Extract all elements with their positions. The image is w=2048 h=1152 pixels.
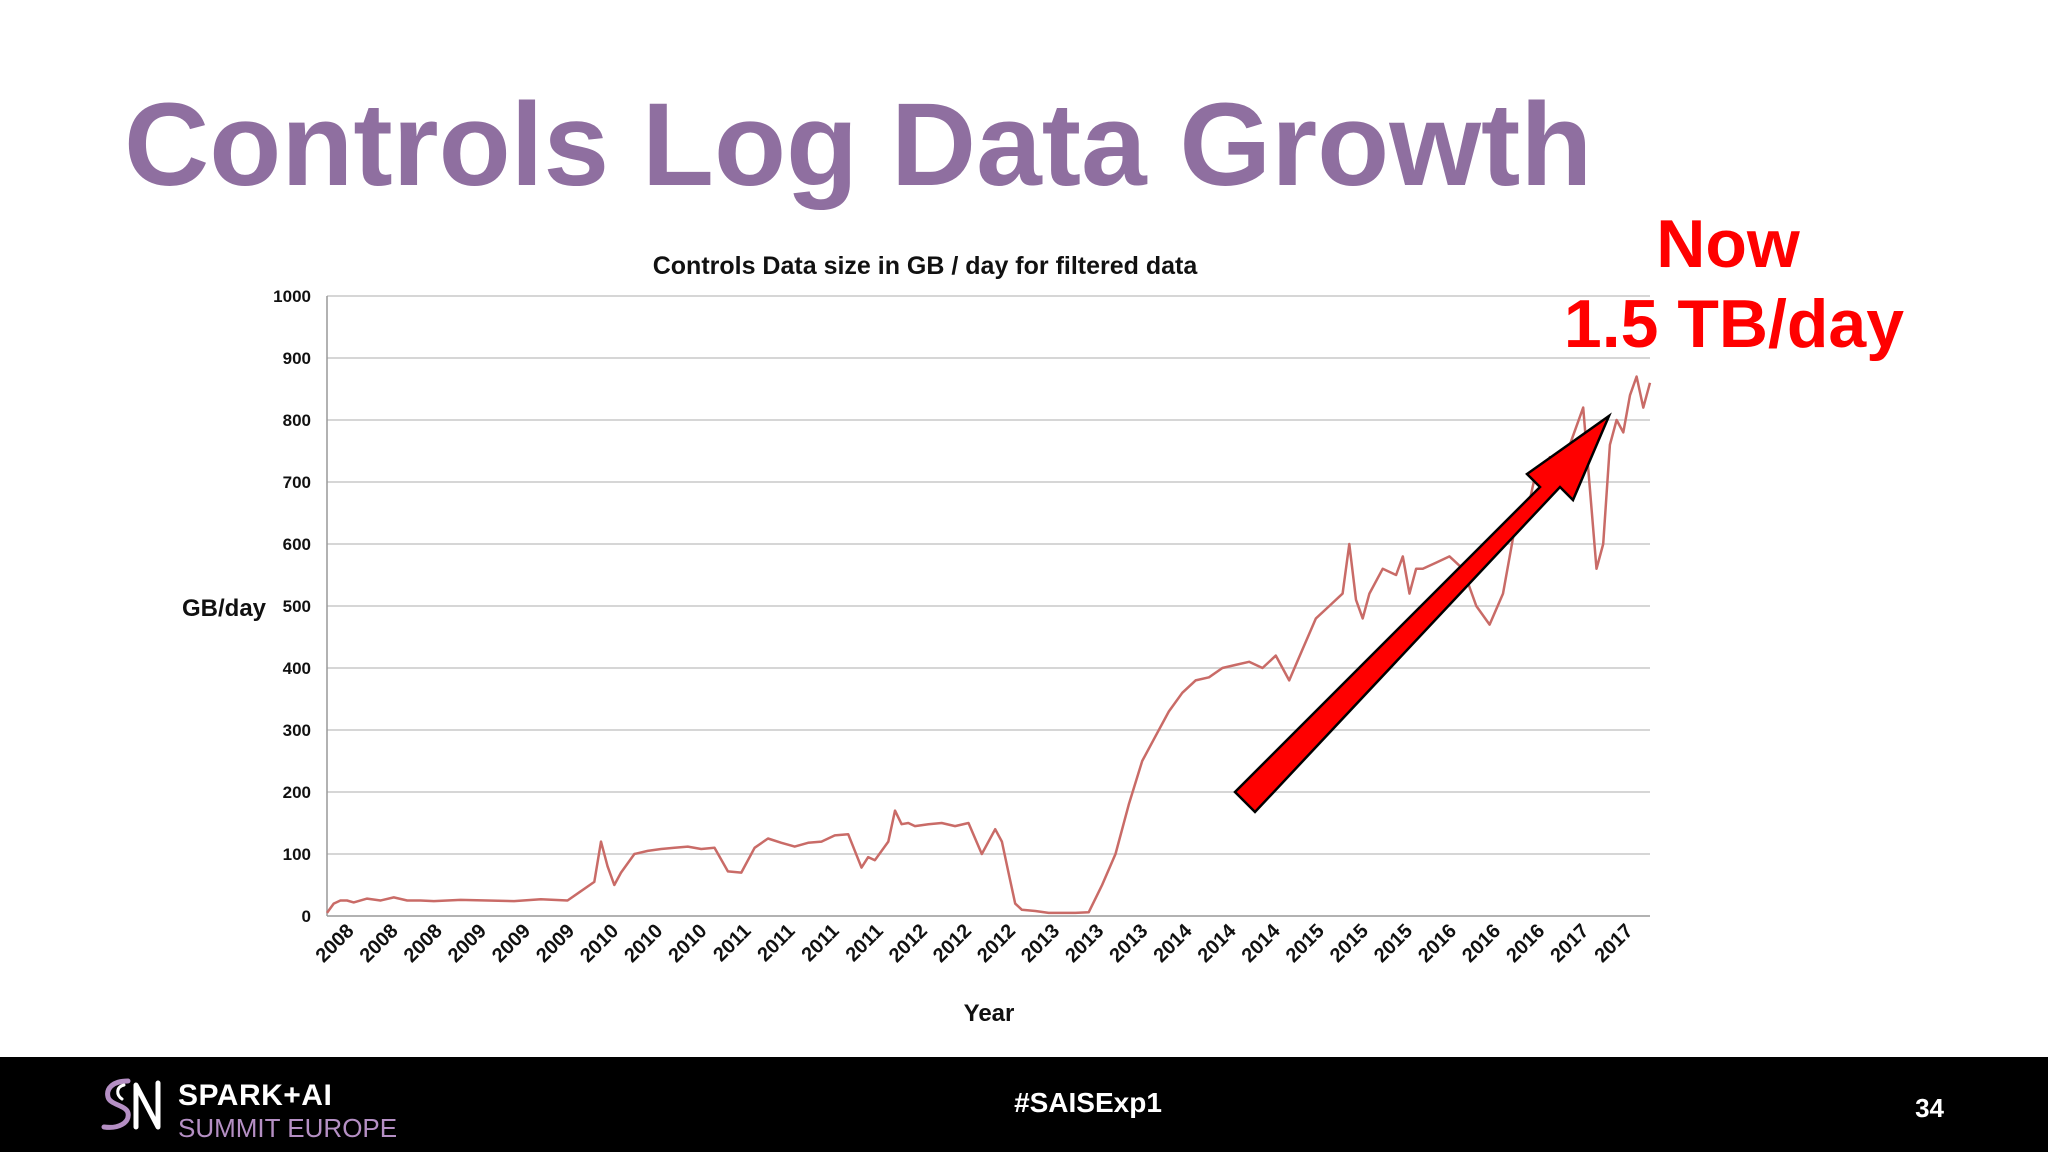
- spark-ai-logo-icon: [101, 1078, 161, 1130]
- y-tick-label: 1000: [273, 287, 311, 306]
- footer-hashtag: #SAISExp1: [1014, 1087, 1162, 1118]
- x-tick-label: 2012: [929, 920, 976, 967]
- y-tick-label: 300: [283, 721, 311, 740]
- footer-brand-name: SPARK+AI: [178, 1079, 333, 1112]
- x-tick-label: 2011: [842, 920, 888, 966]
- x-tick-label: 2010: [664, 920, 711, 967]
- x-tick-label: 2015: [1326, 920, 1373, 967]
- y-axis-label: GB/day: [182, 595, 267, 622]
- x-tick-label: 2010: [620, 920, 667, 967]
- x-tick-label: 2016: [1414, 920, 1461, 967]
- footer: SPARK+AI SUMMIT EUROPE #SAISExp1 34: [0, 1057, 2048, 1152]
- y-tick-label: 900: [283, 349, 311, 368]
- y-tick-label: 500: [283, 597, 311, 616]
- x-tick-label: 2014: [1149, 919, 1197, 967]
- x-tick-label: 2013: [1017, 920, 1064, 967]
- x-tick-label: 2011: [753, 920, 799, 966]
- y-tick-label: 100: [283, 845, 311, 864]
- y-grid: [327, 295, 1650, 855]
- x-tick-label: 2012: [973, 920, 1020, 967]
- y-tick-label: 700: [283, 473, 311, 492]
- callout-rate: 1.5 TB/day: [1563, 286, 1905, 362]
- y-tick-labels: 0 100 200 300 400 500 600 700 800 900 1000: [273, 287, 311, 926]
- x-tick-label: 2015: [1282, 920, 1329, 967]
- x-tick-label: 2008: [356, 920, 403, 967]
- x-tick-label: 2009: [532, 920, 579, 967]
- y-tick-label: 0: [302, 907, 311, 926]
- x-tick-label: 2010: [576, 920, 623, 967]
- x-tick-label: 2016: [1502, 920, 1549, 967]
- page-number: 34: [1915, 1093, 1944, 1123]
- callout-now: Now: [1656, 206, 1800, 282]
- x-tick-label: 2011: [709, 920, 755, 966]
- x-tick-label: 2014: [1238, 919, 1286, 967]
- footer-brand-subtitle: SUMMIT EUROPE: [178, 1113, 398, 1143]
- x-tick-label: 2017: [1590, 920, 1637, 967]
- slide-title: Controls Log Data Growth: [124, 79, 1593, 211]
- x-axis-label: Year: [964, 1000, 1015, 1027]
- series-line: [325, 375, 1652, 915]
- x-tick-label: 2017: [1546, 920, 1593, 967]
- x-tick-labels: 2008200820082009200920092010201020102011…: [312, 919, 1638, 967]
- chart-title: Controls Data size in GB / day for filte…: [653, 252, 1199, 280]
- x-tick-label: 2015: [1370, 920, 1417, 967]
- x-tick-label: 2009: [488, 920, 535, 967]
- x-tick-label: 2013: [1061, 920, 1108, 967]
- x-tick-label: 2013: [1105, 920, 1152, 967]
- x-tick-label: 2016: [1458, 920, 1505, 967]
- x-tick-label: 2012: [885, 920, 932, 967]
- y-tick-label: 800: [283, 411, 311, 430]
- x-tick-label: 2011: [797, 920, 843, 966]
- growth-arrow-icon: [1233, 412, 1612, 814]
- x-tick-label: 2009: [444, 920, 491, 967]
- x-tick-label: 2008: [312, 920, 359, 967]
- y-tick-label: 400: [283, 659, 311, 678]
- y-tick-label: 600: [283, 535, 311, 554]
- x-tick-label: 2014: [1194, 919, 1242, 967]
- y-tick-label: 200: [283, 783, 311, 802]
- chart: Controls Data size in GB / day for filte…: [182, 252, 1652, 1027]
- x-tick-label: 2008: [400, 920, 447, 967]
